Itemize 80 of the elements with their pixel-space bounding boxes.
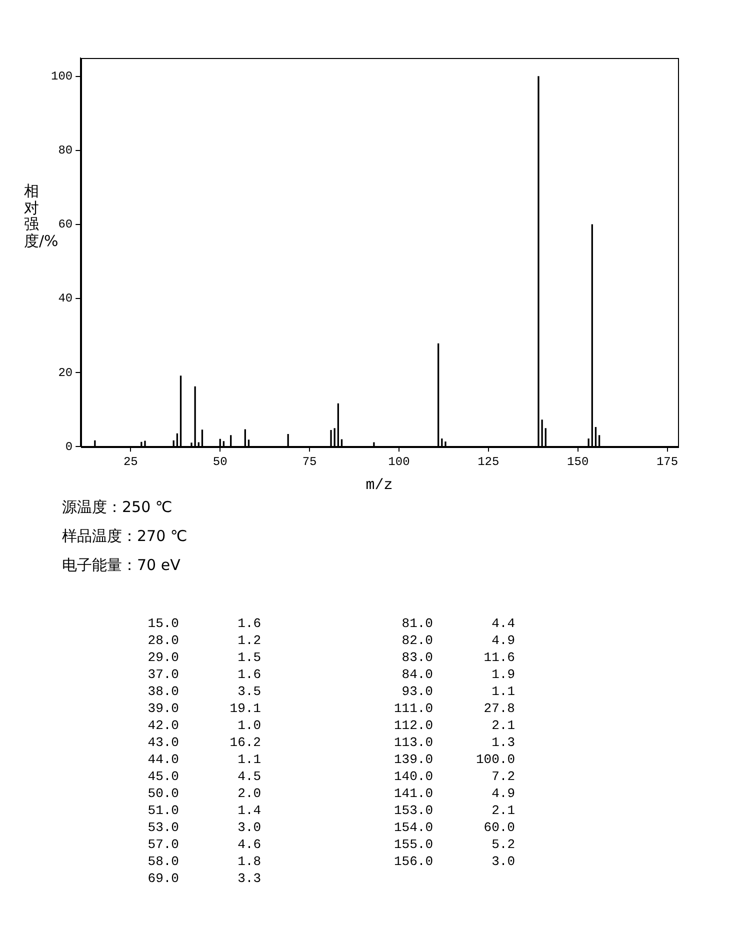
text: 源温度：250 ℃ xyxy=(62,498,174,517)
category-label: 82.0 xyxy=(400,632,434,649)
text: 4.6 xyxy=(238,837,261,852)
category-label: 139.0 xyxy=(392,751,434,768)
text: 2.0 xyxy=(238,786,261,801)
category-label: 37.0 xyxy=(146,666,180,683)
text: 1.5 xyxy=(238,650,261,665)
y-tick-label: 60 xyxy=(58,218,73,232)
y-tick-label: 40 xyxy=(58,292,73,306)
category-label: 51.0 xyxy=(146,802,180,819)
text: 1.3 xyxy=(492,735,515,750)
text: 100.0 xyxy=(476,752,515,767)
category-label: 156.0 xyxy=(392,853,434,870)
x-tick-label: 175 xyxy=(656,454,678,469)
text: 4.9 xyxy=(492,786,515,801)
category-label: 44.0 xyxy=(146,751,180,768)
x-axis-title: m/z xyxy=(366,476,393,494)
category-label: 69.0 xyxy=(146,870,180,887)
y-tick-label: 80 xyxy=(58,144,73,158)
text: 1.8 xyxy=(238,854,261,869)
category-label: 15.0 xyxy=(146,615,180,632)
category-label: 53.0 xyxy=(146,819,180,836)
text: 3.0 xyxy=(492,854,515,869)
category-label: 81.0 xyxy=(400,615,434,632)
text: 4.5 xyxy=(238,769,261,784)
x-tick-label: 75 xyxy=(302,454,317,469)
category-label: 155.0 xyxy=(392,836,434,853)
text: 电子能量：70 eV xyxy=(62,556,182,575)
text: 4.4 xyxy=(492,616,515,631)
y-axis-title: 相对强度/% xyxy=(24,182,58,250)
y-tick-label: 100 xyxy=(50,70,73,84)
text: 3.0 xyxy=(238,820,261,835)
text: 19.1 xyxy=(230,701,261,716)
text: 1.1 xyxy=(238,752,261,767)
x-tick-label: 150 xyxy=(567,454,589,469)
category-label: 50.0 xyxy=(146,785,180,802)
category-label: 58.0 xyxy=(146,853,180,870)
text: 样品温度：270 ℃ xyxy=(62,527,188,546)
text: 11.6 xyxy=(484,650,515,665)
text: 60.0 xyxy=(484,820,515,835)
x-tick-label: 50 xyxy=(212,454,228,469)
x-tick-label: 100 xyxy=(388,454,410,469)
category-label: 141.0 xyxy=(392,785,434,802)
text: 3.5 xyxy=(238,684,261,699)
category-label: 29.0 xyxy=(146,649,180,666)
text: 1.6 xyxy=(238,667,261,682)
text: 2.1 xyxy=(492,718,515,733)
category-label: 154.0 xyxy=(392,819,434,836)
category-label: 57.0 xyxy=(146,836,180,853)
category-label: 83.0 xyxy=(400,649,434,666)
text: 1.1 xyxy=(492,684,515,699)
x-tick-label: 25 xyxy=(123,454,138,469)
category-label: 28.0 xyxy=(146,632,180,649)
category-label: 42.0 xyxy=(146,717,180,734)
y-tick-label: 20 xyxy=(58,366,73,380)
text: 4.9 xyxy=(492,633,515,648)
text: 16.2 xyxy=(230,735,261,750)
category-label: 84.0 xyxy=(400,666,434,683)
category-label: 140.0 xyxy=(392,768,434,785)
category-label: 43.0 xyxy=(146,734,180,751)
x-tick-label: 125 xyxy=(478,454,500,469)
category-label: 45.0 xyxy=(146,768,180,785)
category-label: 39.0 xyxy=(146,700,180,717)
y-tick-label: 0 xyxy=(65,440,73,454)
text: 1.4 xyxy=(238,803,261,818)
text: 2.1 xyxy=(492,803,515,818)
text: 7.2 xyxy=(492,769,515,784)
category-label: 112.0 xyxy=(392,717,434,734)
category-label: 153.0 xyxy=(392,802,434,819)
text: 1.2 xyxy=(238,633,261,648)
category-label: 38.0 xyxy=(146,683,180,700)
text: 1.9 xyxy=(492,667,515,682)
category-label: 93.0 xyxy=(400,683,434,700)
category-label: 113.0 xyxy=(392,734,434,751)
text: 3.3 xyxy=(238,871,261,886)
text: 1.6 xyxy=(238,616,261,631)
category-label: 111.0 xyxy=(392,700,434,717)
text: 5.2 xyxy=(492,837,515,852)
text: 1.0 xyxy=(238,718,261,733)
text: 27.8 xyxy=(484,701,515,716)
